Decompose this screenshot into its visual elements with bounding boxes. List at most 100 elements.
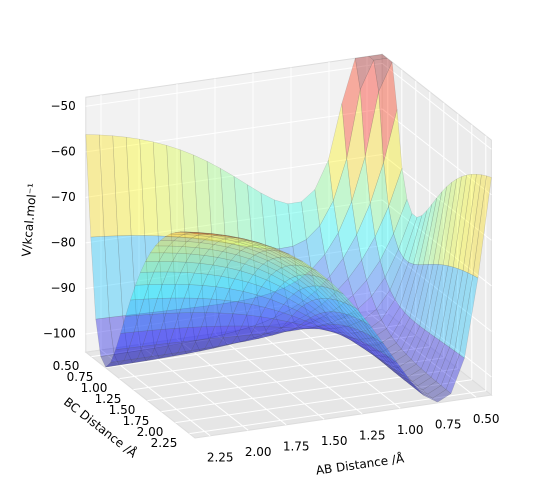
- surface-patch: [237, 240, 257, 247]
- surface-patch: [391, 359, 411, 382]
- surface-patch: [194, 337, 214, 352]
- surface-patch: [274, 250, 293, 259]
- surface-patch: [198, 255, 219, 266]
- surface-patch: [422, 381, 442, 395]
- surface-patch: [385, 362, 405, 381]
- surface-patch: [442, 176, 462, 267]
- surface-patch: [415, 332, 435, 370]
- surface-patch: [240, 247, 261, 256]
- surface-patch: [117, 235, 137, 317]
- surface-patch: [158, 252, 178, 262]
- z-axis-label: V/kcal.mol⁻¹: [19, 182, 39, 257]
- surface-patch: [309, 274, 329, 289]
- surface-patch: [324, 278, 344, 295]
- surface-patch: [457, 173, 477, 271]
- grid-line: [85, 199, 383, 244]
- surface-patch: [328, 324, 348, 337]
- surface-patch: [231, 241, 252, 248]
- surface-patch: [241, 314, 261, 327]
- surface-patch: [394, 262, 414, 308]
- surface-patch: [418, 197, 438, 265]
- y-tick-label: 1.75: [123, 414, 150, 428]
- surface-patch: [373, 337, 393, 360]
- surface-patch: [383, 109, 403, 207]
- surface-patch: [309, 327, 328, 331]
- surface-patch: [212, 257, 232, 268]
- surface-patch: [90, 236, 110, 320]
- surface-patch: [355, 317, 374, 338]
- x-tick-label: 0.50: [473, 412, 500, 426]
- surface-patch: [357, 339, 377, 357]
- x-tick-label: 0.75: [435, 417, 462, 431]
- surface-patch: [149, 310, 169, 349]
- surface-patch: [299, 274, 320, 287]
- surface-patch: [360, 319, 379, 341]
- surface-patch: [369, 162, 389, 238]
- surface-patch: [294, 274, 315, 287]
- surface-patch: [387, 348, 407, 364]
- surface-patch: [289, 276, 309, 289]
- surface-patch: [379, 232, 399, 279]
- surface-patch: [160, 312, 180, 330]
- surface-patch: [368, 349, 389, 358]
- surface-patch: [354, 329, 374, 340]
- surface-patch: [175, 231, 194, 234]
- x-tick-label: 2.00: [245, 445, 272, 459]
- surface-patch: [247, 274, 268, 287]
- surface-patch: [254, 316, 275, 327]
- surface-patch: [325, 306, 345, 323]
- surface-patch: [268, 318, 288, 328]
- surface-patch: [115, 331, 135, 350]
- surface-patch: [193, 262, 214, 275]
- surface-patch: [367, 344, 386, 364]
- surface-patch: [359, 59, 379, 157]
- surface-patch: [213, 343, 232, 349]
- surface-patch: [388, 168, 408, 235]
- surface-patch: [452, 173, 472, 270]
- surface-patch: [220, 267, 241, 280]
- surface-patch: [140, 347, 160, 362]
- surface-patch: [279, 245, 299, 289]
- grid-line: [85, 290, 383, 335]
- surface-patch: [204, 236, 225, 242]
- surface-patch: [425, 339, 445, 378]
- surface-patch: [257, 263, 278, 275]
- surface-patch: [271, 270, 291, 283]
- surface-patch: [137, 344, 157, 359]
- surface-patch: [333, 324, 353, 338]
- surface-patch: [100, 354, 120, 368]
- surface-patch: [163, 245, 183, 254]
- surface-patch: [377, 335, 397, 352]
- surface-patch: [113, 352, 133, 366]
- z-tick-label: −70: [50, 190, 75, 204]
- surface-patch: [296, 306, 317, 319]
- surface-patch: [305, 317, 325, 327]
- surface-patch: [346, 89, 366, 202]
- surface-patch: [349, 314, 369, 336]
- surface-patch: [157, 235, 177, 312]
- z-tick-label: −50: [50, 99, 75, 113]
- surface-patch: [311, 268, 330, 282]
- surface-patch: [110, 347, 130, 363]
- surface-patch: [378, 340, 398, 363]
- surface-patch: [342, 233, 362, 280]
- surface-patch: [406, 325, 426, 360]
- surface-patch: [150, 342, 170, 357]
- surface-patch: [213, 240, 234, 248]
- surface-patch: [263, 250, 284, 258]
- surface-patch: [192, 298, 212, 313]
- surface-patch: [227, 313, 248, 327]
- surface-patch: [267, 258, 288, 269]
- surface-patch: [216, 234, 236, 238]
- surface-patch: [272, 257, 293, 267]
- surface-patch: [183, 232, 203, 236]
- surface-patch: [380, 359, 400, 377]
- surface-patch: [351, 156, 371, 236]
- surface-patch: [435, 346, 455, 386]
- surface-patch: [306, 300, 327, 314]
- surface-patch: [294, 324, 315, 330]
- surface-patch: [187, 312, 207, 328]
- surface-patch: [293, 313, 314, 328]
- surface-patch: [263, 326, 283, 335]
- surface-patch: [344, 313, 364, 333]
